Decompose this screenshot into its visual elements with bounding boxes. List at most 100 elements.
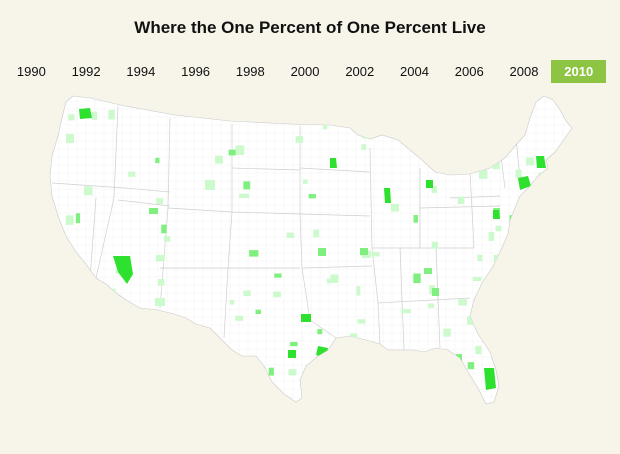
- minor-county: [443, 151, 454, 159]
- minor-county: [76, 365, 86, 376]
- minor-county: [326, 278, 333, 284]
- minor-county: [73, 367, 79, 373]
- year-selector: 1990 1992 1994 1996 1998 2000 2002 2004 …: [4, 60, 607, 83]
- year-button-1998[interactable]: 1998: [235, 64, 265, 79]
- minor-county: [375, 348, 382, 355]
- minor-county: [475, 345, 482, 355]
- minor-county: [384, 361, 391, 366]
- minor-county: [114, 338, 122, 347]
- minor-county: [65, 215, 74, 225]
- year-button-1996[interactable]: 1996: [181, 64, 211, 79]
- minor-county: [345, 361, 354, 371]
- area-detroit: [426, 180, 433, 188]
- minor-county: [413, 273, 421, 284]
- year-button-1990[interactable]: 1990: [16, 64, 46, 79]
- minor-county: [128, 171, 136, 177]
- minor-county: [497, 368, 502, 374]
- area-minneapolis: [330, 158, 337, 168]
- minor-county: [390, 203, 399, 212]
- minor-county: [156, 198, 164, 205]
- area-san-antonio: [288, 350, 296, 358]
- minor-county: [538, 172, 548, 182]
- minor-county: [398, 354, 403, 362]
- minor-county: [350, 333, 358, 342]
- minor-county: [106, 369, 112, 376]
- minor-county: [308, 194, 316, 199]
- area-tampa: [456, 354, 462, 362]
- area-miami: [484, 368, 496, 390]
- minor-county: [356, 286, 361, 296]
- area-boston: [536, 156, 546, 168]
- minor-county: [485, 279, 494, 287]
- minor-county: [366, 113, 374, 121]
- minor-county: [295, 136, 304, 143]
- minor-county: [438, 135, 445, 143]
- year-button-2010[interactable]: 2010: [551, 60, 607, 83]
- minor-county: [62, 324, 72, 332]
- minor-county: [243, 290, 251, 297]
- minor-county: [428, 303, 435, 308]
- minor-county: [543, 363, 553, 373]
- year-button-2006[interactable]: 2006: [454, 64, 484, 79]
- minor-county: [361, 144, 367, 150]
- minor-county: [286, 232, 295, 238]
- area-phoenix: [155, 298, 165, 306]
- area-seattle: [79, 108, 92, 119]
- area-chicago: [384, 188, 391, 203]
- minor-county: [163, 236, 171, 242]
- minor-county: [214, 385, 220, 392]
- area-st-louis: [360, 248, 368, 255]
- minor-county: [474, 304, 484, 312]
- minor-county: [412, 121, 421, 131]
- minor-county: [495, 225, 502, 232]
- minor-county: [427, 377, 435, 384]
- minor-county: [365, 358, 374, 363]
- minor-county: [149, 208, 158, 214]
- minor-county: [313, 229, 320, 238]
- minor-county: [431, 185, 437, 193]
- minor-county: [274, 273, 282, 278]
- minor-county: [543, 198, 552, 205]
- area-nashville: [424, 268, 432, 274]
- minor-county: [467, 316, 474, 325]
- year-button-2000[interactable]: 2000: [290, 64, 320, 79]
- minor-county: [84, 186, 93, 196]
- minor-county: [165, 375, 175, 384]
- year-button-1994[interactable]: 1994: [126, 64, 156, 79]
- year-button-2002[interactable]: 2002: [345, 64, 375, 79]
- minor-county: [75, 213, 81, 224]
- minor-county: [411, 128, 420, 138]
- area-kansas-city: [318, 248, 326, 256]
- minor-county: [458, 299, 467, 306]
- area-washington: [493, 210, 500, 219]
- minor-county: [155, 157, 160, 164]
- minor-county: [91, 111, 98, 120]
- minor-county: [509, 215, 518, 222]
- year-button-2008[interactable]: 2008: [509, 64, 539, 79]
- minor-county: [68, 114, 75, 121]
- year-button-1992[interactable]: 1992: [71, 64, 101, 79]
- minor-county: [136, 360, 142, 365]
- year-button-2004[interactable]: 2004: [400, 64, 429, 79]
- minor-county: [243, 181, 251, 190]
- minor-county: [488, 231, 495, 241]
- area-denver: [205, 180, 215, 190]
- minor-county: [371, 252, 380, 257]
- minor-county: [215, 370, 223, 379]
- minor-county: [161, 224, 167, 234]
- minor-county: [228, 149, 236, 156]
- minor-county: [158, 279, 165, 286]
- minor-county: [545, 173, 554, 179]
- minor-county: [503, 323, 512, 331]
- minor-county: [290, 342, 298, 347]
- minor-county: [477, 254, 483, 262]
- minor-county: [288, 369, 297, 376]
- minor-county: [492, 163, 500, 170]
- minor-county: [472, 276, 482, 281]
- minor-county: [526, 157, 535, 166]
- area-new-york: [518, 176, 531, 190]
- minor-county: [413, 215, 418, 223]
- minor-county: [540, 203, 546, 213]
- minor-county: [239, 193, 250, 198]
- minor-county: [401, 309, 411, 314]
